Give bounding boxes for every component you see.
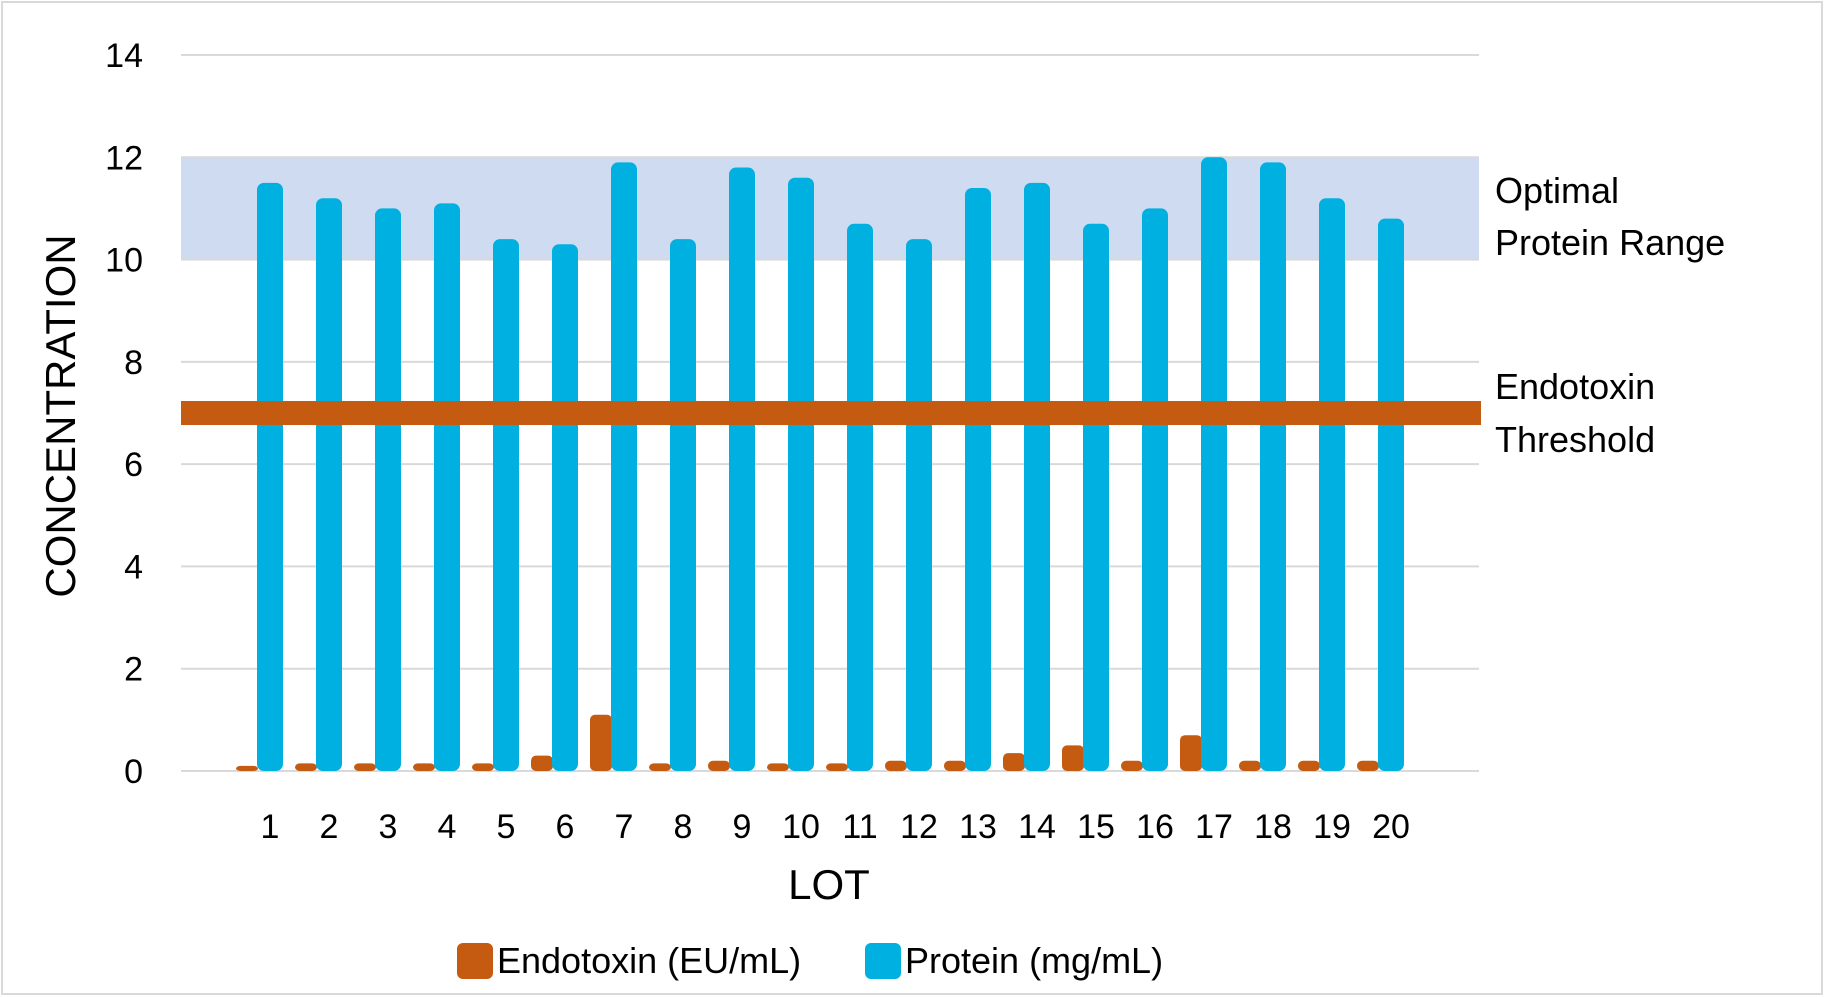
x-tick-label: 11 bbox=[842, 808, 877, 846]
bar-protein-lot-10 bbox=[788, 177, 814, 771]
y-axis-title: CONCENTRATION bbox=[37, 234, 84, 597]
x-tick-label: 8 bbox=[674, 808, 693, 846]
bar-protein-lot-3 bbox=[375, 208, 401, 771]
bar-endotoxin-lot-5 bbox=[472, 763, 494, 771]
y-tick-label: 10 bbox=[105, 242, 143, 280]
bar-endotoxin-lot-9 bbox=[708, 760, 730, 771]
bar-endotoxin-lot-4 bbox=[413, 763, 435, 771]
x-tick-label: 15 bbox=[1077, 808, 1115, 846]
y-tick-label: 6 bbox=[124, 446, 143, 484]
bar-protein-lot-19 bbox=[1319, 198, 1345, 771]
x-tick-label: 10 bbox=[782, 808, 820, 846]
endotoxin-threshold-line bbox=[181, 401, 1481, 425]
x-tick-label: 1 bbox=[261, 808, 280, 846]
bar-protein-lot-4 bbox=[434, 203, 460, 772]
bar-endotoxin-lot-8 bbox=[649, 763, 671, 771]
bar-protein-lot-9 bbox=[729, 167, 755, 771]
bar-protein-lot-13 bbox=[965, 187, 991, 771]
legend-swatch-endotoxin bbox=[457, 943, 493, 979]
bar-endotoxin-lot-16 bbox=[1121, 760, 1143, 771]
bar-endotoxin-lot-12 bbox=[885, 760, 907, 771]
bar-endotoxin-lot-1 bbox=[236, 765, 258, 771]
bar-protein-lot-7 bbox=[611, 162, 637, 771]
endotoxin-threshold-label-line1: Endotoxin bbox=[1495, 366, 1655, 407]
x-tick-label: 9 bbox=[733, 808, 752, 846]
bar-protein-lot-6 bbox=[552, 244, 578, 771]
y-tick-label: 4 bbox=[124, 548, 143, 586]
x-tick-label: 14 bbox=[1018, 808, 1056, 846]
legend-label-endotoxin: Endotoxin (EU/mL) bbox=[497, 940, 801, 981]
x-tick-label: 16 bbox=[1136, 808, 1174, 846]
x-tick-label: 2 bbox=[320, 808, 339, 846]
x-axis-title: LOT bbox=[788, 861, 870, 908]
legend: Endotoxin (EU/mL) Protein (mg/mL) bbox=[457, 940, 1163, 981]
bar-protein-lot-8 bbox=[670, 239, 696, 772]
bar-protein-lot-18 bbox=[1260, 162, 1286, 771]
bar-endotoxin-lot-2 bbox=[295, 763, 317, 771]
x-tick-label: 12 bbox=[900, 808, 938, 846]
x-tick-label: 5 bbox=[497, 808, 516, 846]
legend-label-protein: Protein (mg/mL) bbox=[905, 940, 1163, 981]
bar-endotoxin-lot-15 bbox=[1062, 745, 1084, 771]
optimal-range-label-line2: Protein Range bbox=[1495, 222, 1725, 263]
bar-endotoxin-lot-20 bbox=[1357, 760, 1379, 771]
bar-protein-lot-5 bbox=[493, 239, 519, 772]
x-tick-label: 18 bbox=[1254, 808, 1292, 846]
bar-endotoxin-lot-7 bbox=[590, 714, 612, 771]
bar-protein-lot-14 bbox=[1024, 182, 1050, 771]
legend-swatch-protein bbox=[865, 943, 901, 979]
optimal-range-label-line1: Optimal bbox=[1495, 170, 1619, 211]
endotoxin-threshold-label-line2: Threshold bbox=[1495, 419, 1655, 460]
x-tick-label: 19 bbox=[1313, 808, 1351, 846]
bar-endotoxin-lot-10 bbox=[767, 763, 789, 771]
bar-endotoxin-lot-18 bbox=[1239, 760, 1261, 771]
y-tick-label: 14 bbox=[105, 37, 143, 75]
x-tick-label: 17 bbox=[1195, 808, 1233, 846]
y-tick-label: 2 bbox=[124, 651, 143, 689]
y-tick-label: 8 bbox=[124, 344, 143, 382]
bar-protein-lot-1 bbox=[257, 182, 283, 771]
y-tick-label: 12 bbox=[105, 139, 143, 177]
bar-endotoxin-lot-13 bbox=[944, 760, 966, 771]
x-tick-label: 3 bbox=[379, 808, 398, 846]
x-tick-label: 4 bbox=[438, 808, 457, 846]
bar-protein-lot-12 bbox=[906, 239, 932, 772]
bar-protein-lot-17 bbox=[1201, 157, 1227, 772]
x-tick-label: 6 bbox=[556, 808, 575, 846]
bar-endotoxin-lot-17 bbox=[1180, 735, 1202, 771]
bar-endotoxin-lot-3 bbox=[354, 763, 376, 771]
bar-endotoxin-lot-11 bbox=[826, 763, 848, 771]
x-tick-label: 7 bbox=[615, 808, 634, 846]
bar-protein-lot-15 bbox=[1083, 223, 1109, 771]
bar-protein-lot-16 bbox=[1142, 208, 1168, 771]
bar-protein-lot-11 bbox=[847, 223, 873, 771]
x-tick-label: 20 bbox=[1372, 808, 1410, 846]
y-tick-label: 0 bbox=[124, 753, 143, 791]
bar-endotoxin-lot-6 bbox=[531, 755, 553, 771]
bar-protein-lot-20 bbox=[1378, 218, 1404, 771]
bar-endotoxin-lot-14 bbox=[1003, 753, 1025, 771]
x-tick-label: 13 bbox=[959, 808, 997, 846]
bar-endotoxin-lot-19 bbox=[1298, 760, 1320, 771]
bar-protein-lot-2 bbox=[316, 198, 342, 771]
